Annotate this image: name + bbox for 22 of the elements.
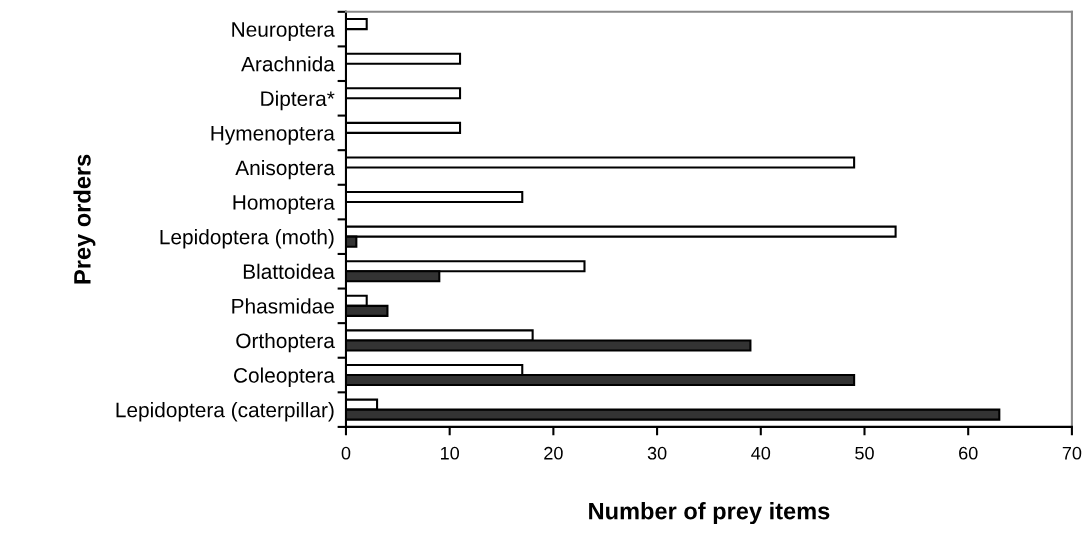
y-tick-label: Lepidoptera (caterpillar)	[116, 402, 334, 422]
x-tick-label: 40	[751, 446, 771, 460]
y-tick-label: Blattoidea	[243, 263, 335, 280]
y-tick-label: Coleoptera	[234, 367, 335, 387]
y-tick-label: Homoptera	[233, 195, 335, 214]
y-tick-label: Neuroptera	[232, 22, 335, 41]
y-axis-title: Prey orders	[73, 154, 96, 284]
y-tick-label: Anisoptera	[235, 159, 335, 180]
y-tick-label: Orthoptera	[236, 332, 335, 353]
x-tick-label: 20	[544, 446, 563, 460]
x-tick-label: 10	[441, 446, 460, 460]
x-tick-label: 30	[647, 446, 667, 460]
x-tick-label: 60	[959, 446, 978, 460]
x-axis-title: Number of prey items	[589, 502, 830, 525]
y-tick-label: Lepidoptera (moth)	[160, 229, 334, 249]
y-tick-label: Hymenoptera	[211, 126, 335, 145]
x-tick-label: 0	[341, 446, 351, 460]
y-tick-label: Arachnida	[241, 56, 335, 72]
y-tick-label: Diptera*	[261, 90, 335, 111]
y-tick-label: Phasmidae	[232, 298, 334, 314]
x-tick-label: 70	[1062, 446, 1082, 460]
x-tick-label: 50	[855, 446, 874, 460]
